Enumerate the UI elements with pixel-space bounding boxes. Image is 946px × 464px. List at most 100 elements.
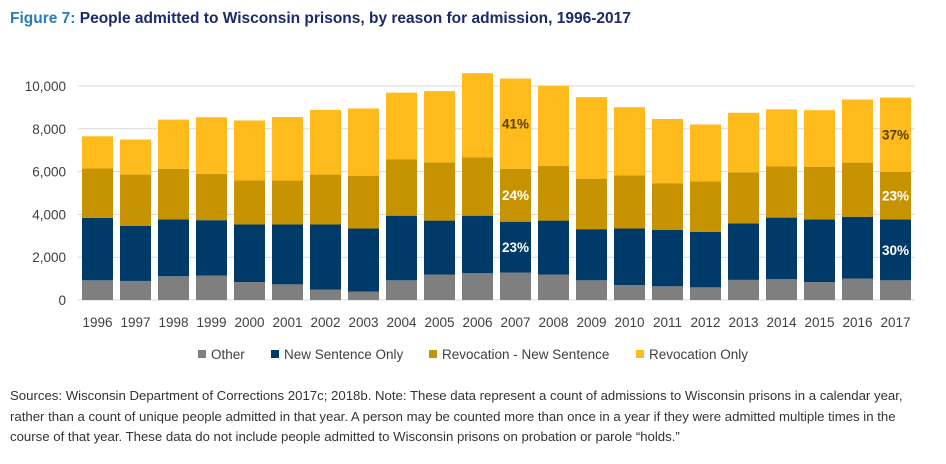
y-tick-label: 6,000 xyxy=(32,165,66,180)
bar-segment-other xyxy=(348,291,379,300)
bar-segment-revocation-new-sentence xyxy=(538,166,569,221)
bar-segment-revocation-only xyxy=(842,99,873,163)
bar-segment-revocation-only xyxy=(310,109,341,175)
bar-segment-new-sentence-only xyxy=(766,217,797,280)
x-tick-label: 2001 xyxy=(272,315,302,330)
bar-segment-other xyxy=(614,285,645,300)
y-tick-label: 8,000 xyxy=(32,122,66,137)
x-tick-label: 2005 xyxy=(424,315,454,330)
bar-segment-other xyxy=(120,280,151,300)
bar-segment-other xyxy=(804,282,835,300)
x-tick-label: 2003 xyxy=(348,315,378,330)
title-text: People admitted to Wisconsin prisons, by… xyxy=(75,10,631,27)
bar-segment-revocation-only xyxy=(766,109,797,167)
x-tick-label: 2014 xyxy=(766,315,797,330)
bar-segment-new-sentence-only xyxy=(424,220,455,275)
bar-segment-revocation-new-sentence xyxy=(880,171,911,220)
legend-swatch xyxy=(429,350,437,358)
bar-segment-revocation-only xyxy=(804,110,835,167)
bar-segment-new-sentence-only xyxy=(652,230,683,287)
bar-segment-revocation-only xyxy=(652,118,683,184)
x-tick-label: 1996 xyxy=(82,315,112,330)
bar-segment-other xyxy=(500,272,531,300)
bar-segment-new-sentence-only xyxy=(500,221,531,273)
x-tick-label: 2012 xyxy=(690,315,720,330)
bar-segment-new-sentence-only xyxy=(576,229,607,281)
bar-segment-revocation-new-sentence xyxy=(348,175,379,229)
source-notes: Sources: Wisconsin Department of Correct… xyxy=(10,388,903,444)
bar-segment-other xyxy=(462,273,493,300)
x-tick-label: 2013 xyxy=(728,315,758,330)
x-tick-label: 2000 xyxy=(234,315,264,330)
bar-segment-new-sentence-only xyxy=(120,225,151,281)
bar-segment-revocation-new-sentence xyxy=(842,162,873,217)
bar-segment-revocation-new-sentence xyxy=(272,180,303,225)
bar-segment-revocation-new-sentence xyxy=(462,157,493,216)
bar-segment-revocation-only xyxy=(234,120,265,181)
bar-segment-other xyxy=(82,280,113,300)
x-tick-label: 2017 xyxy=(880,315,910,330)
data-label: 24% xyxy=(502,188,529,203)
x-tick-label: 2007 xyxy=(500,315,530,330)
bar-segment-revocation-new-sentence xyxy=(158,168,189,220)
bar-segment-revocation-only xyxy=(728,112,759,173)
legend-label: New Sentence Only xyxy=(284,347,404,362)
legend-label: Revocation Only xyxy=(649,347,748,362)
bar-segment-revocation-only xyxy=(272,117,303,181)
bar-segment-other xyxy=(272,284,303,300)
bar-segment-other xyxy=(310,289,341,300)
x-tick-label: 2009 xyxy=(576,315,606,330)
data-label: 30% xyxy=(882,243,909,258)
x-tick-label: 2002 xyxy=(310,315,340,330)
bar-segment-revocation-only xyxy=(348,108,379,176)
bar-segment-other xyxy=(424,274,455,300)
bar-segment-revocation-only xyxy=(386,92,417,160)
bar-segment-revocation-new-sentence xyxy=(614,175,645,229)
bar-segment-revocation-only xyxy=(500,78,531,169)
data-label: 41% xyxy=(502,117,529,132)
bar-segment-revocation-only xyxy=(690,124,721,182)
bar-segment-new-sentence-only xyxy=(386,215,417,281)
bar-segment-revocation-new-sentence xyxy=(120,174,151,226)
x-tick-label: 2010 xyxy=(614,315,644,330)
bar-segment-revocation-new-sentence xyxy=(652,183,683,231)
bar-segment-new-sentence-only xyxy=(158,219,189,277)
bar-segment-revocation-new-sentence xyxy=(196,173,227,221)
bar-segment-revocation-new-sentence xyxy=(82,168,113,218)
bar-segment-new-sentence-only xyxy=(842,216,873,279)
bar-segment-other xyxy=(880,280,911,300)
bar-segment-revocation-only xyxy=(880,97,911,172)
bar-segment-revocation-new-sentence xyxy=(728,172,759,224)
data-label: 23% xyxy=(882,189,909,204)
x-tick-label: 2011 xyxy=(653,315,682,330)
bar-segment-other xyxy=(538,274,569,300)
bar-segment-new-sentence-only xyxy=(728,223,759,280)
data-label: 37% xyxy=(882,128,909,143)
bar-segment-other xyxy=(842,278,873,300)
x-tick-label: 2006 xyxy=(462,315,492,330)
bar-segment-revocation-only xyxy=(462,73,493,158)
bar-segment-revocation-new-sentence xyxy=(766,166,797,218)
data-label: 23% xyxy=(502,240,529,255)
bar-segment-other xyxy=(652,286,683,300)
chart-title: Figure 7: People admitted to Wisconsin p… xyxy=(10,10,631,28)
bar-segment-other xyxy=(728,279,759,300)
bar-segment-other xyxy=(766,279,797,300)
bar-segment-new-sentence-only xyxy=(234,224,265,283)
bar-segment-other xyxy=(386,280,417,300)
bar-segment-new-sentence-only xyxy=(804,219,835,283)
bar-segment-revocation-new-sentence xyxy=(576,178,607,230)
x-tick-label: 1997 xyxy=(120,315,150,330)
bar-segment-revocation-only xyxy=(82,136,113,169)
bar-segment-new-sentence-only xyxy=(82,217,113,281)
bar-segment-revocation-new-sentence xyxy=(424,162,455,221)
bar-segment-revocation-only xyxy=(196,117,227,174)
y-tick-label: 0 xyxy=(58,293,66,308)
x-tick-label: 1998 xyxy=(158,315,188,330)
legend-swatch xyxy=(271,350,279,358)
bar-segment-new-sentence-only xyxy=(196,220,227,276)
y-tick-label: 4,000 xyxy=(32,207,66,222)
bar-segment-new-sentence-only xyxy=(462,215,493,274)
bar-segment-revocation-new-sentence xyxy=(234,180,265,225)
bar-segment-new-sentence-only xyxy=(310,224,341,290)
